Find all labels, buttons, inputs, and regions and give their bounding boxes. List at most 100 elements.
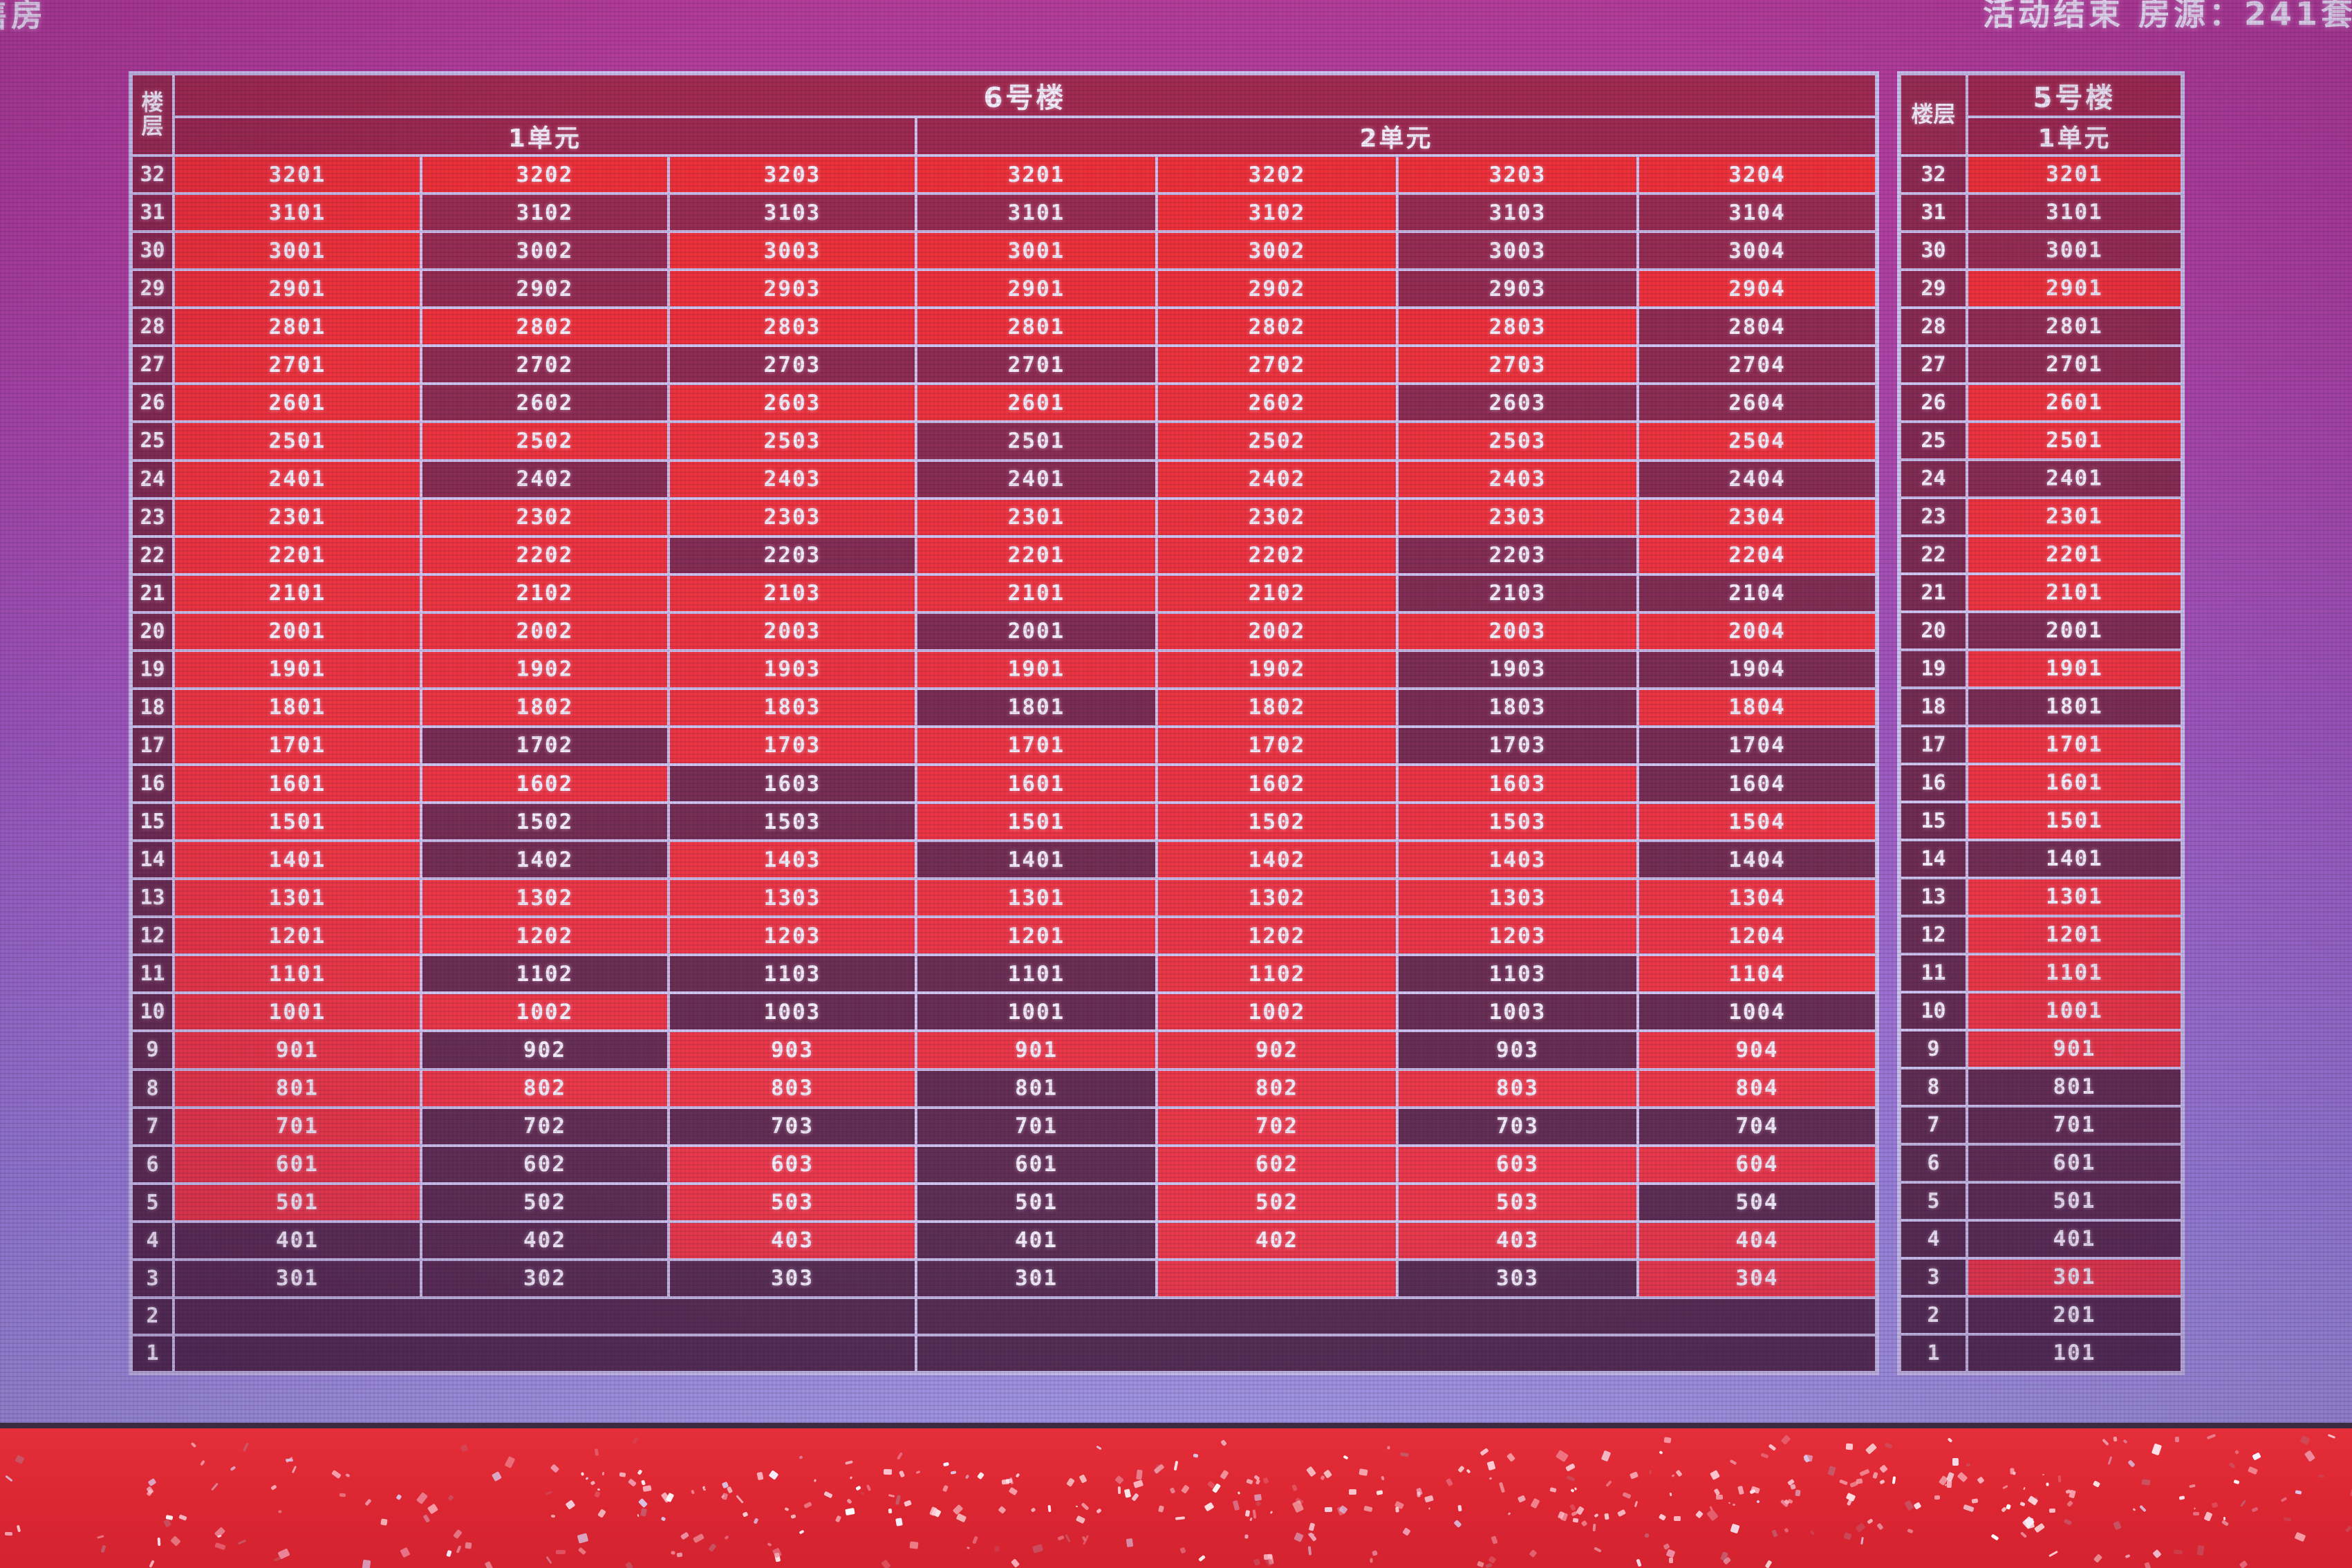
floor-row-7: 7 701 <box>1898 1104 2184 1146</box>
unit-cell-1903: 1903 <box>667 648 917 690</box>
confetti-speck <box>1324 1506 1333 1513</box>
unit-cell-2001: 2001 <box>1966 610 2184 651</box>
confetti-speck <box>492 1471 502 1482</box>
confetti-speck <box>845 1460 853 1465</box>
confetti-speck <box>1730 1523 1740 1534</box>
confetti-speck <box>1269 1511 1273 1514</box>
confetti-speck <box>1244 1510 1251 1517</box>
confetti-speck <box>1081 1502 1090 1511</box>
confetti-speck <box>15 1455 25 1464</box>
confetti-speck <box>849 1476 853 1480</box>
confetti-speck <box>484 1560 494 1568</box>
confetti-speck <box>1169 1487 1176 1494</box>
unit-cell-2602: 2602 <box>420 382 670 424</box>
unit-cell <box>1155 1258 1399 1299</box>
unit-cell-2803: 2803 <box>1396 306 1639 348</box>
floor-row-19: 19 1901 1902 1903 1901 1902 1903 1904 <box>129 648 1879 690</box>
floor-row-14: 14 1401 1402 1403 1401 1402 1403 1404 <box>129 839 1879 881</box>
floor-number: 32 <box>129 153 175 196</box>
confetti-speck <box>1244 1534 1249 1539</box>
unit-cell-3102: 3102 <box>1155 192 1399 234</box>
floor-number: 26 <box>129 382 175 424</box>
confetti-speck <box>2251 1506 2259 1513</box>
unit-cell-301: 301 <box>172 1258 422 1299</box>
confetti-speck <box>1530 1497 1540 1509</box>
confetti-speck <box>1784 1527 1789 1533</box>
unit-cell-1103: 1103 <box>1396 953 1639 995</box>
confetti-speck <box>909 1541 919 1549</box>
unit-header: 1单元 <box>172 115 917 157</box>
floor-number: 3 <box>129 1258 175 1299</box>
unit-cell-701: 701 <box>915 1105 1158 1147</box>
unit-cell-3101: 3101 <box>915 192 1158 234</box>
unit-cell-602: 602 <box>420 1144 670 1185</box>
unit-cell-3201: 3201 <box>172 153 422 196</box>
confetti-speck <box>163 1518 171 1528</box>
confetti-speck <box>1768 1444 1777 1451</box>
unit-cell-1702: 1702 <box>1155 725 1399 767</box>
confetti-speck <box>619 1472 626 1477</box>
unit-cell-302: 302 <box>420 1258 670 1299</box>
confetti-speck <box>2141 1479 2151 1486</box>
confetti-speck <box>1253 1493 1262 1502</box>
unit-cell-1601: 1601 <box>915 763 1158 805</box>
floor-number: 18 <box>1898 686 1968 727</box>
confetti-speck <box>2344 1525 2352 1533</box>
unit-cell-601: 601 <box>1966 1142 2184 1184</box>
confetti-speck <box>2304 1450 2316 1462</box>
unit-cell-501: 501 <box>172 1182 422 1223</box>
confetti-speck <box>676 1552 683 1558</box>
confetti-speck <box>2046 1482 2049 1486</box>
confetti-speck <box>331 1469 342 1480</box>
floor-row-28: 28 2801 <box>1898 306 2184 347</box>
confetti-speck <box>2295 1490 2302 1495</box>
confetti-speck <box>1402 1527 1411 1536</box>
confetti-speck <box>637 1469 643 1475</box>
confetti-speck <box>456 1545 462 1553</box>
unit-cell-2103: 2103 <box>667 572 917 614</box>
floor-row-16: 16 1601 <box>1898 762 2184 803</box>
confetti-speck <box>660 1516 666 1522</box>
floor-row-18: 18 1801 1802 1803 1801 1802 1803 1804 <box>129 687 1879 728</box>
confetti-speck <box>2122 1439 2128 1444</box>
confetti-speck <box>601 1471 605 1476</box>
confetti-speck <box>422 1514 431 1523</box>
building-title: 6号楼 <box>171 72 1879 118</box>
unit-cell-2903: 2903 <box>1396 268 1639 310</box>
confetti-speck <box>577 1547 587 1556</box>
confetti-speck <box>1193 1453 1199 1458</box>
confetti-speck <box>1966 1463 1971 1467</box>
floor-number: 10 <box>129 991 175 1033</box>
confetti-speck <box>2299 1435 2311 1446</box>
floor-row-7: 7 701 702 703 701 702 703 704 <box>129 1105 1879 1147</box>
confetti-speck <box>504 1456 516 1468</box>
unit-cell-3103: 3103 <box>1396 192 1639 234</box>
unit-cell-2203: 2203 <box>1396 534 1639 576</box>
confetti-speck <box>2113 1520 2122 1531</box>
unit-cell-2902: 2902 <box>1155 268 1399 310</box>
confetti-speck <box>1904 1500 1914 1511</box>
unit-cell-3104: 3104 <box>1636 192 1879 234</box>
floor-row-21: 21 2101 2102 2103 2101 2102 2103 2104 <box>129 572 1879 614</box>
confetti-speck <box>1872 1471 1878 1480</box>
confetti-speck <box>565 1500 576 1510</box>
confetti-speck <box>1737 1485 1744 1495</box>
unit-cell-2204: 2204 <box>1636 534 1879 576</box>
confetti-speck <box>1706 1509 1719 1522</box>
confetti-speck <box>446 1549 452 1558</box>
floor-number: 8 <box>129 1067 175 1109</box>
confetti-speck <box>1827 1466 1836 1476</box>
unit-cell-502: 502 <box>420 1182 670 1223</box>
confetti-speck <box>97 1535 104 1539</box>
unit-cell-1903: 1903 <box>1396 648 1639 690</box>
unit-cell-603: 603 <box>1396 1144 1639 1185</box>
confetti-speck <box>2048 1508 2056 1513</box>
unit-cell-1602: 1602 <box>420 763 670 805</box>
unit-cell-2703: 2703 <box>667 344 917 386</box>
unit-cell-1304: 1304 <box>1636 877 1879 919</box>
confetti-speck <box>395 1493 402 1501</box>
unit-cell-1703: 1703 <box>1396 725 1639 767</box>
confetti-speck <box>1486 1460 1496 1471</box>
unit-cell-201: 201 <box>1966 1294 2184 1336</box>
unit-cell-2403: 2403 <box>1396 458 1639 500</box>
